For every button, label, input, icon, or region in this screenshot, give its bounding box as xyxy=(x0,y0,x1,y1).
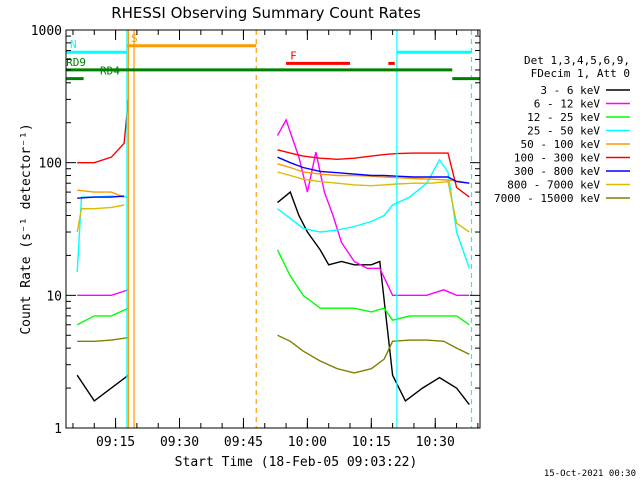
legend: Det 1,3,4,5,6,9,FDecim 1, Att 0 3 - 6 keV… xyxy=(494,54,630,205)
state-label-s: S xyxy=(131,32,138,45)
legend-entry-label: 800 - 7000 keV xyxy=(507,179,600,192)
x-axis-label: Start Time (18-Feb-05 09:03:22) xyxy=(175,455,418,470)
series-line-5 xyxy=(277,149,470,198)
legend-entry-label: 100 - 300 keV xyxy=(514,152,600,165)
x-tick-label: 10:30 xyxy=(416,435,455,450)
chart-title: RHESSI Observing Summary Count Rates xyxy=(111,4,421,22)
state-label-rd4: RD4 xyxy=(100,65,120,78)
series-line-8 xyxy=(277,334,470,374)
series-line-4 xyxy=(277,163,470,184)
legend-entry-label: 3 - 6 keV xyxy=(540,84,600,97)
x-tick-label: 09:30 xyxy=(160,435,199,450)
footer-timestamp: 15-Oct-2021 00:30 xyxy=(544,469,636,479)
legend-header-line: Det 1,3,4,5,6,9, xyxy=(524,54,630,67)
axis-layer: 1 10 100 1000 09:15 09:30 09:45 10:00 10:15 10:30 xyxy=(31,24,480,450)
legend-entry-label: 7000 - 15000 keV xyxy=(494,192,600,205)
state-label-n: N xyxy=(70,38,77,51)
legend-entry-label: 6 - 12 keV xyxy=(534,98,601,111)
x-tick-label: 09:45 xyxy=(224,435,263,450)
series-line-2 xyxy=(76,307,129,326)
series-line-0 xyxy=(277,190,470,406)
series-line-6 xyxy=(77,195,125,199)
series-line-1 xyxy=(276,118,470,296)
y-tick-label: 100 xyxy=(39,157,62,172)
legend-entry-label: 12 - 25 keV xyxy=(527,111,600,124)
plot-frame xyxy=(65,29,481,429)
legend-entry-label: 25 - 50 keV xyxy=(527,125,600,138)
state-label-f: F xyxy=(290,49,297,62)
state-label-rd9: RD9 xyxy=(66,56,86,69)
legend-entry-label: 300 - 800 keV xyxy=(514,165,600,178)
series-line-4 xyxy=(77,189,125,198)
series-line-7 xyxy=(76,204,125,233)
series-line-2 xyxy=(276,249,470,326)
series-line-0 xyxy=(76,374,129,402)
legend-entry-label: 50 - 100 keV xyxy=(521,138,601,151)
series-line-1 xyxy=(77,289,129,296)
marker-layer xyxy=(126,30,473,428)
series-layer xyxy=(76,99,470,406)
y-tick-label: 1000 xyxy=(31,24,62,39)
series-line-3 xyxy=(277,158,470,269)
series-line-5 xyxy=(77,99,130,164)
series-line-8 xyxy=(77,336,129,342)
y-tick-label: 1 xyxy=(54,422,62,437)
y-axis-label: Count Rate (s⁻¹ detector⁻¹) xyxy=(19,123,34,334)
x-tick-label: 10:00 xyxy=(288,435,327,450)
series-line-6 xyxy=(277,156,470,184)
y-tick-label: 10 xyxy=(46,289,62,304)
state-bar-layer: RD9 RD4 S N F xyxy=(66,32,480,81)
x-tick-label: 09:15 xyxy=(96,435,135,450)
x-tick-label: 10:15 xyxy=(352,435,391,450)
legend-header-line: FDecim 1, Att 0 xyxy=(531,67,630,80)
series-line-7 xyxy=(277,171,470,233)
